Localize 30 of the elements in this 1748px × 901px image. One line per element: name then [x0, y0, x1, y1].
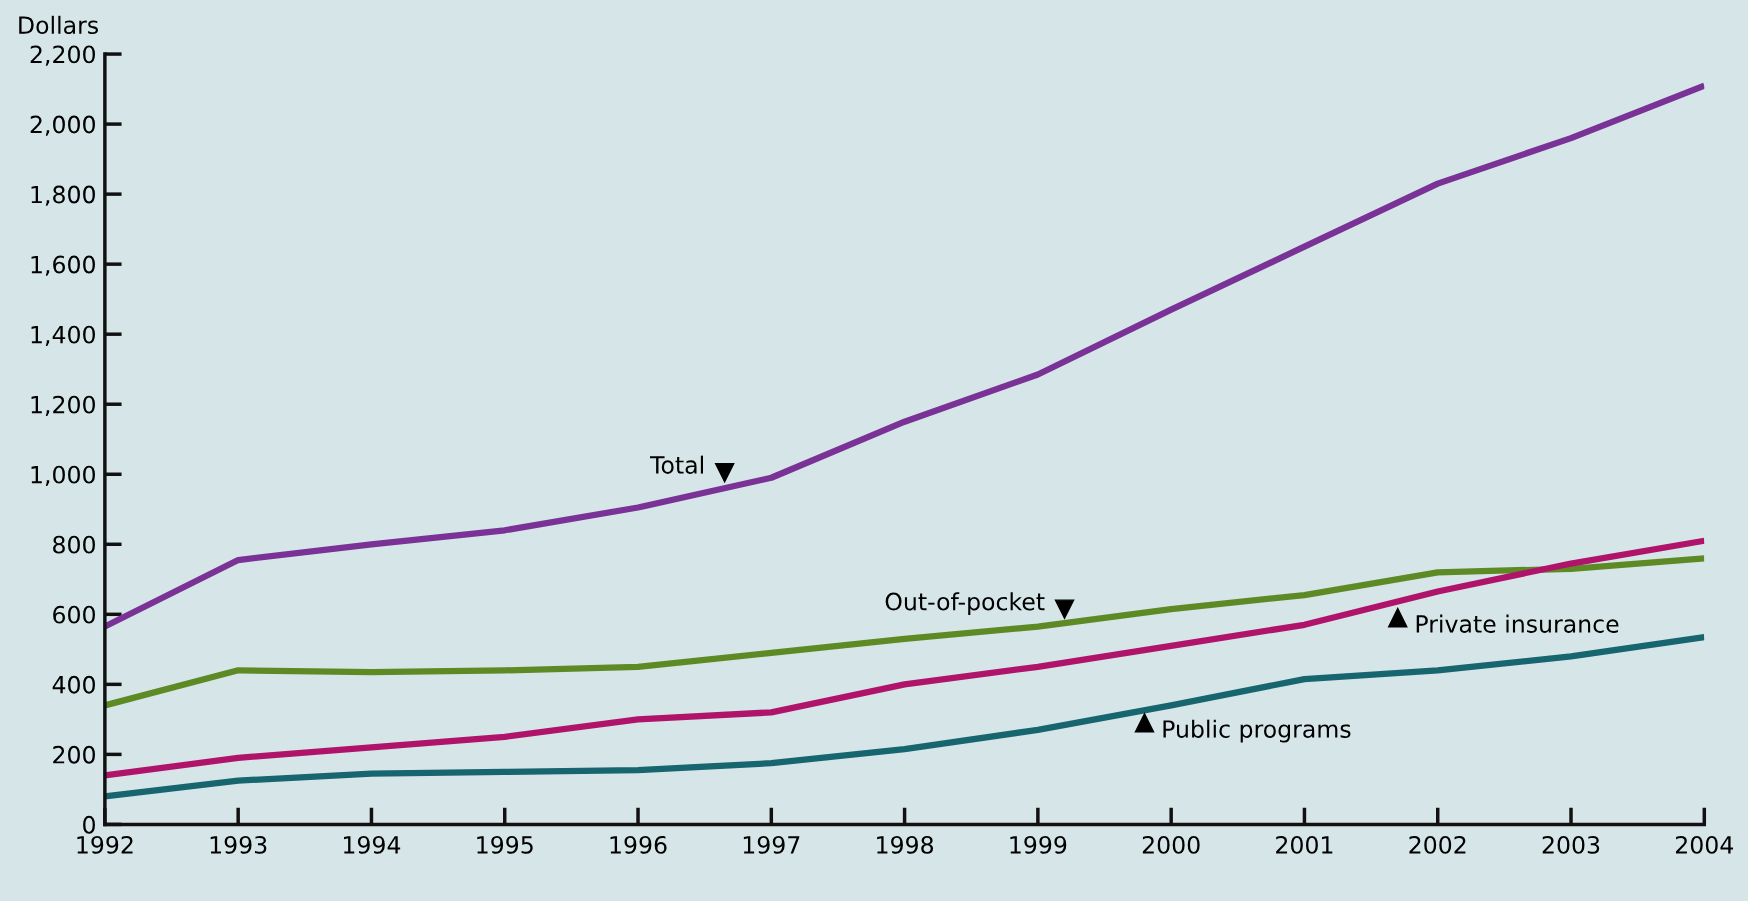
y-tick-label: 200 — [53, 745, 95, 764]
y-tick-label: 400 — [52, 675, 95, 694]
x-tick-label: 1998 — [877, 835, 934, 854]
annotation: Private insurance — [1416, 614, 1619, 633]
annotation: Out-of-pocket — [885, 592, 1045, 616]
x-tick-label: 1997 — [743, 835, 800, 854]
y-tick-label: 1,400 — [31, 325, 95, 346]
x-tick-label: 2001 — [1276, 835, 1333, 854]
annotation: Public programs — [1163, 719, 1351, 743]
y-tick-label: 1,000 — [31, 465, 95, 486]
y-axis-title: Dollars — [19, 15, 98, 35]
x-tick-label: 1993 — [210, 835, 267, 854]
x-tick-label: 2003 — [1542, 835, 1600, 854]
y-tick-label: 2,000 — [30, 115, 95, 136]
y-tick-label: 1,600 — [31, 255, 95, 276]
y-tick-label: 2,200 — [30, 45, 95, 66]
x-tick-label: 2004 — [1675, 835, 1734, 854]
x-tick-label: 2000 — [1142, 835, 1200, 854]
x-tick-label: 1994 — [344, 835, 401, 854]
y-tick-label: 1,800 — [31, 185, 95, 206]
y-tick-label: 1,200 — [31, 395, 95, 416]
y-tick-label: 600 — [53, 605, 95, 624]
x-tick-label: 2002 — [1409, 835, 1466, 854]
x-tick-label: 1996 — [610, 835, 667, 854]
x-tick-label: 1992 — [77, 835, 133, 854]
x-tick-label: 1995 — [477, 835, 533, 854]
x-tick-label: 1999 — [1010, 835, 1067, 854]
annotation: Total — [650, 455, 703, 474]
y-tick-label: 800 — [53, 535, 95, 554]
y-tick-label: 0 — [83, 815, 95, 834]
